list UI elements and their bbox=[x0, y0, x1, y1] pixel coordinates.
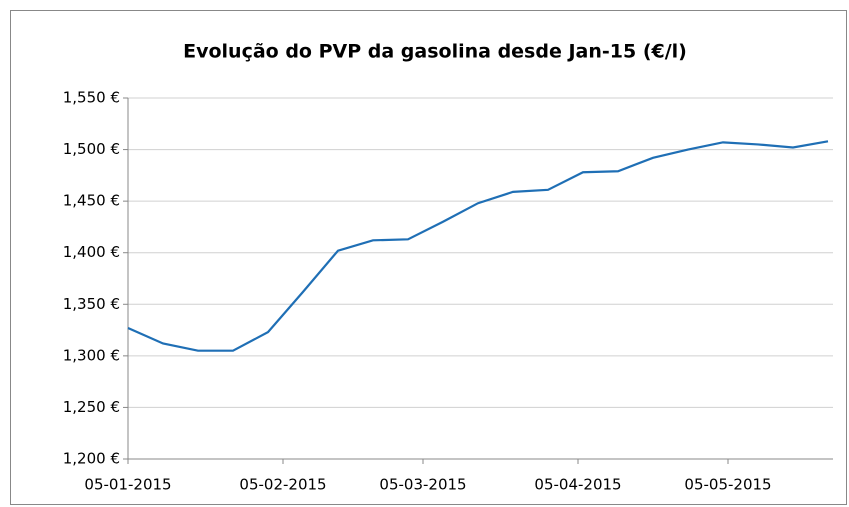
y-tick-label: 1,200 € bbox=[63, 450, 120, 468]
chart-frame bbox=[10, 10, 847, 505]
x-tick-label: 05-01-2015 bbox=[84, 476, 171, 494]
y-tick-label: 1,450 € bbox=[63, 192, 120, 210]
line-series bbox=[127, 140, 829, 352]
y-tick-label: 1,250 € bbox=[63, 398, 120, 416]
x-tick-label: 05-05-2015 bbox=[684, 476, 771, 494]
y-tick-label: 1,350 € bbox=[63, 295, 120, 313]
x-tick-label: 05-03-2015 bbox=[379, 476, 466, 494]
x-tick-label: 05-04-2015 bbox=[534, 476, 621, 494]
y-tick-label: 1,400 € bbox=[63, 243, 120, 261]
y-tick-label: 1,500 € bbox=[63, 140, 120, 158]
chart-title: Evolução do PVP da gasolina desde Jan-15… bbox=[183, 41, 687, 63]
y-tick-label: 1,300 € bbox=[63, 346, 120, 364]
y-tick-label: 1,550 € bbox=[63, 89, 120, 107]
x-tick-label: 05-02-2015 bbox=[239, 476, 326, 494]
